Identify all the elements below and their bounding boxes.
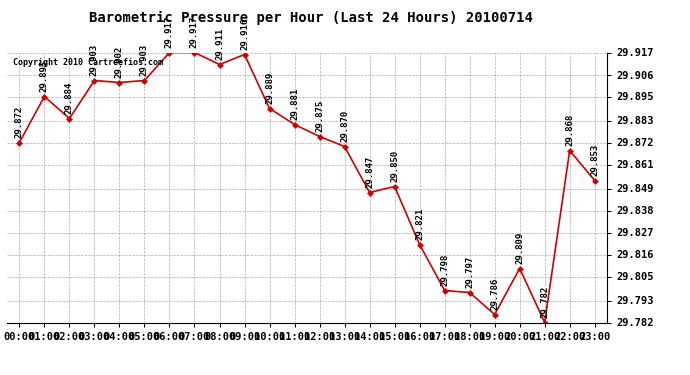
Text: 29.870: 29.870 (340, 110, 349, 142)
Text: Barometric Pressure per Hour (Last 24 Hours) 20100714: Barometric Pressure per Hour (Last 24 Ho… (88, 11, 533, 26)
Text: 29.884: 29.884 (65, 82, 74, 114)
Text: 29.875: 29.875 (315, 100, 324, 132)
Text: 29.917: 29.917 (165, 16, 174, 48)
Text: 29.782: 29.782 (540, 286, 549, 318)
Text: 29.889: 29.889 (265, 72, 274, 104)
Text: 29.868: 29.868 (565, 114, 574, 146)
Text: 29.853: 29.853 (590, 144, 599, 176)
Text: 29.786: 29.786 (490, 278, 499, 310)
Text: 29.911: 29.911 (215, 28, 224, 60)
Text: 29.895: 29.895 (40, 60, 49, 92)
Text: 29.881: 29.881 (290, 88, 299, 120)
Text: 29.872: 29.872 (15, 106, 24, 138)
Text: 29.847: 29.847 (365, 156, 374, 188)
Text: 29.916: 29.916 (240, 18, 249, 50)
Text: 29.850: 29.850 (390, 150, 399, 182)
Text: 29.903: 29.903 (90, 44, 99, 76)
Text: 29.798: 29.798 (440, 254, 449, 286)
Text: 29.821: 29.821 (415, 208, 424, 240)
Text: Copyright 2010 Cartreefios.com: Copyright 2010 Cartreefios.com (13, 58, 163, 67)
Text: 29.797: 29.797 (465, 256, 474, 288)
Text: 29.809: 29.809 (515, 232, 524, 264)
Text: 29.917: 29.917 (190, 16, 199, 48)
Text: 29.903: 29.903 (140, 44, 149, 76)
Text: 29.902: 29.902 (115, 46, 124, 78)
